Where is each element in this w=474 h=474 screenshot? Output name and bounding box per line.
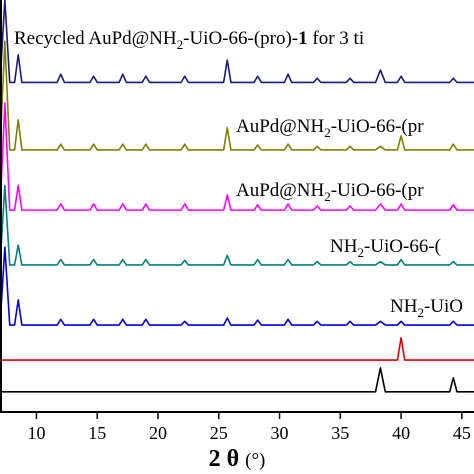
x-axis-label: 2 θ (°) [209, 446, 266, 472]
xrd-pattern [0, 184, 474, 266]
annotation: NH2-UiO [390, 296, 463, 320]
xrd-pattern [0, 367, 474, 393]
x-tick-label: 40 [392, 423, 410, 443]
annotation: AuPd@NH2-UiO-66-(pr [236, 116, 424, 140]
x-tick-label: 35 [331, 423, 349, 443]
annotation: AuPd@NH2-UiO-66-(pr [236, 180, 424, 204]
xrd-pattern [0, 102, 474, 211]
xrd-pattern [0, 246, 474, 326]
xrd-pattern [0, 40, 474, 151]
x-tick-label: 20 [149, 423, 167, 443]
annotation: Recycled AuPd@NH2-UiO-66-(pro)-1 for 3 t… [14, 28, 364, 52]
x-tick-label: 15 [88, 423, 106, 443]
plot-area [0, 0, 474, 393]
x-tick-label: 25 [210, 423, 228, 443]
x-tick-label: 30 [271, 423, 289, 443]
x-tick-label: 45 [453, 423, 471, 443]
xrd-pattern [0, 337, 474, 361]
annotation: NH2-UiO-66-( [330, 236, 441, 260]
x-tick-label: 10 [27, 423, 45, 443]
xrd-pattern [0, 0, 474, 84]
